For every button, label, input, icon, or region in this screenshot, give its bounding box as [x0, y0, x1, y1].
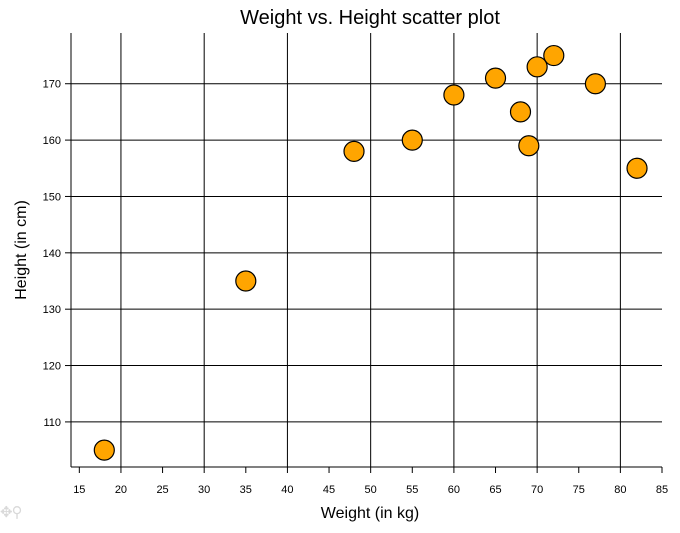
data-point [484, 67, 507, 89]
y-tick-label: 150 [43, 191, 61, 203]
x-tick-label: 60 [448, 484, 460, 496]
pan-icon[interactable]: ✥ [0, 503, 13, 521]
x-tick-label: 50 [365, 484, 377, 496]
x-tick-label: 55 [406, 484, 418, 496]
x-tick-label: 20 [115, 484, 127, 496]
x-tick-label: 75 [573, 484, 585, 496]
x-tick-label: 80 [614, 484, 626, 496]
y-gridlines [71, 83, 662, 423]
data-point [93, 439, 115, 461]
y-tick-label: 170 [43, 79, 61, 91]
data-points [93, 44, 648, 461]
x-tick-label: 85 [656, 484, 668, 496]
chart-title: Weight vs. Height scatter plot [240, 7, 500, 29]
y-axis-title: Height (in cm) [13, 200, 30, 300]
x-tick-label: 35 [240, 484, 252, 496]
data-point [518, 135, 540, 157]
data-point [235, 270, 257, 292]
data-point [626, 157, 648, 179]
y-tick-label: 110 [43, 417, 61, 429]
zoom-icon[interactable]: ⚲ [11, 503, 23, 521]
data-point [443, 84, 465, 106]
x-tick-label: 30 [198, 484, 210, 496]
data-point [526, 56, 548, 78]
x-gridlines [120, 33, 621, 467]
x-tick-label: 25 [156, 484, 168, 496]
data-point [509, 101, 532, 123]
y-tick-label: 120 [43, 361, 61, 373]
data-point [584, 73, 607, 95]
plot-toolbar[interactable]: ✥⚲ [0, 503, 23, 521]
axes [70, 33, 662, 468]
x-tick-label: 15 [73, 484, 85, 496]
x-tick-label: 70 [531, 484, 543, 496]
x-axis-title: Weight (in kg) [321, 505, 419, 522]
data-point [401, 129, 423, 151]
data-point [543, 44, 565, 67]
y-ticks: 110 120 130 140 150 160 170 [43, 79, 71, 429]
x-tick-label: 40 [281, 484, 293, 496]
data-point [343, 140, 365, 162]
y-tick-label: 140 [43, 248, 61, 260]
y-tick-label: 160 [43, 135, 61, 147]
x-ticks: 15 20 25 30 35 40 45 50 55 60 65 70 75 80 85 [73, 467, 668, 496]
y-tick-label: 130 [43, 304, 61, 316]
x-tick-label: 45 [323, 484, 335, 496]
x-tick-label: 65 [489, 484, 501, 496]
